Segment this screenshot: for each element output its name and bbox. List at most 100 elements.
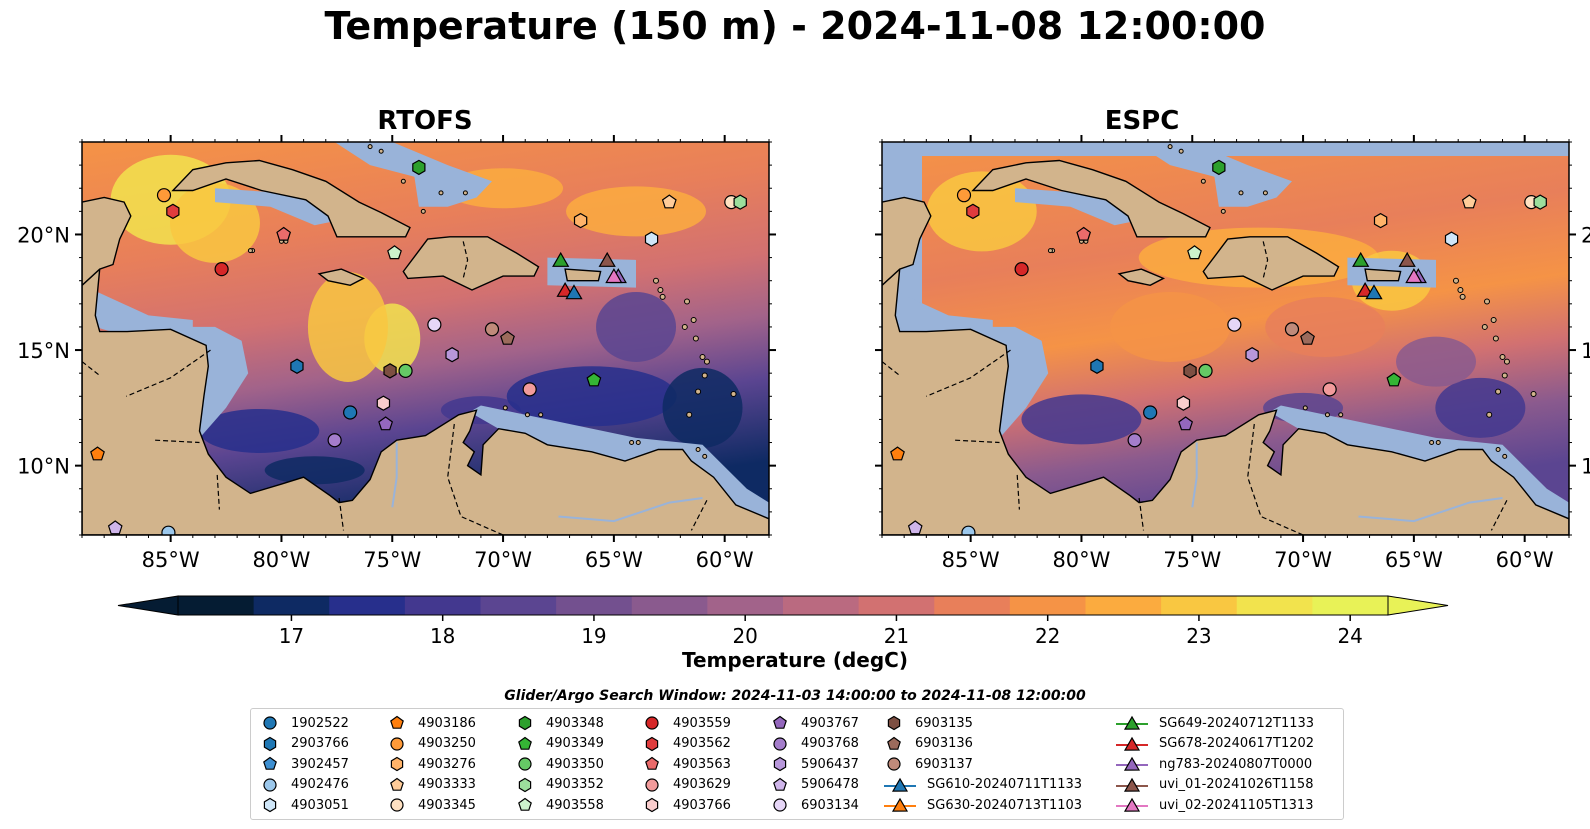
colorbar-segment [1009, 596, 1086, 615]
legend-label: 4903350 [546, 756, 604, 772]
panel-title-espc: ESPC [1104, 106, 1180, 136]
platform-marker [1183, 363, 1197, 379]
platform-marker [961, 525, 976, 535]
legend-label: 4903333 [418, 777, 476, 792]
legend-item: 4903250 [386, 734, 476, 754]
lat-tick-label: 20°N [1581, 223, 1590, 247]
legend-item: 4903562 [641, 734, 731, 754]
legend-marker-icon [645, 716, 659, 730]
platform-marker [556, 282, 574, 297]
figure-title: Temperature (150 m) - 2024-11-08 12:00:0… [324, 4, 1266, 48]
colorbar-segment [556, 596, 633, 615]
legend-marker-icon [645, 777, 659, 792]
legend-marker [773, 756, 787, 772]
platform-marker [327, 433, 342, 448]
lon-tick-label: 60°W [696, 548, 754, 572]
legend-item: 4903051 [259, 795, 349, 815]
land-jamaica [1117, 268, 1166, 287]
platform-marker [398, 363, 413, 378]
legend-marker [518, 797, 532, 811]
legend-item: 4903629 [641, 775, 731, 795]
colorbar-segment [480, 596, 557, 615]
legend-item: SG610-20240711T1133 [883, 775, 1082, 795]
platform-marker [1212, 159, 1226, 176]
legend-marker [390, 777, 404, 791]
legend-item: 4903333 [386, 775, 476, 795]
platform-marker [1373, 212, 1388, 229]
legend-marker [645, 756, 659, 770]
lat-tick-label: 15°N [17, 339, 70, 363]
legend-marker-icon [263, 736, 277, 751]
platform-marker [427, 317, 442, 332]
legend-label: 4903767 [801, 715, 859, 731]
legend-item: uvi_02-20241105T1313 [1115, 795, 1313, 815]
land-central [82, 267, 769, 535]
legend-label: 4903558 [546, 797, 604, 813]
legend-label: SG649-20240712T1133 [1159, 715, 1315, 731]
colorbar-tick-label: 17 [279, 624, 304, 648]
legend-marker-icon [887, 736, 901, 750]
legend-label: SG610-20240711T1133 [927, 777, 1083, 792]
legend-item: 4903348 [514, 713, 604, 733]
legend-label: 6903137 [915, 756, 973, 772]
colorbar-segment [404, 596, 481, 615]
legend-item: 4903276 [386, 754, 476, 774]
legend-item: 4903349 [514, 734, 604, 754]
platform-marker [1198, 363, 1213, 378]
legend-marker-icon [773, 715, 787, 729]
legend-marker-icon [773, 736, 787, 751]
legend-item: 2903766 [259, 734, 349, 754]
legend-marker-icon [887, 715, 901, 731]
land-hispaniola [402, 236, 540, 291]
legend-item: 4903767 [769, 713, 859, 733]
legend-label: uvi_01-20241026T1158 [1159, 777, 1314, 792]
legend-marker-icon [518, 715, 532, 731]
land-yucatan [82, 196, 132, 287]
legend-marker [887, 757, 901, 771]
land-puertorico [564, 268, 602, 282]
legend-marker [518, 736, 532, 750]
legend-marker [263, 777, 277, 792]
legend-marker-icon [263, 716, 277, 730]
platform-marker [661, 194, 677, 209]
platform-marker [1245, 347, 1259, 363]
platform-marker [290, 358, 304, 374]
legend-marker-icon [773, 777, 787, 791]
platform-marker [156, 188, 172, 203]
platform-marker [522, 382, 537, 397]
legend-label: 4902476 [291, 777, 349, 792]
legend-item: 5906437 [769, 754, 859, 774]
platform-marker [412, 159, 426, 176]
platform-marker [161, 525, 176, 535]
legend-marker [891, 777, 909, 792]
legend-label: 1902522 [291, 715, 349, 731]
search-window-text: Glider/Argo Search Window: 2024-11-03 14… [504, 688, 1086, 704]
platform-marker [1143, 405, 1158, 420]
legend-marker [518, 757, 532, 771]
legend-item: 4903766 [641, 795, 731, 815]
legend-marker-icon [263, 756, 277, 770]
colorbar-label: Temperature (degC) [682, 648, 908, 672]
legend-item: 6903136 [883, 734, 973, 754]
legend-label: 2903766 [291, 736, 349, 751]
platform-marker [565, 284, 583, 300]
platform-marker [1444, 231, 1459, 247]
legend-marker-icon [884, 777, 916, 792]
colorbar-segment [1085, 596, 1162, 615]
platform-marker [1284, 322, 1300, 337]
legend-item: 4903186 [386, 713, 476, 733]
platform-marker [1300, 330, 1315, 345]
land-central [882, 267, 1569, 535]
legend-label: ng783-20240807T0000 [1159, 756, 1313, 772]
lon-tick-label: 75°W [1163, 548, 1221, 572]
legend-item: 4902476 [259, 775, 349, 795]
legend-marker-icon [390, 756, 404, 772]
legend-marker-icon [518, 736, 532, 750]
platform-marker [1398, 251, 1416, 267]
legend-label: 4903559 [673, 715, 731, 731]
platform-marker [573, 212, 588, 229]
legend-label: 4903766 [673, 797, 731, 813]
legend-item: ng783-20240807T0000 [1115, 754, 1312, 774]
platform-marker [1178, 416, 1194, 431]
panel-title-rtofs: RTOFS [377, 106, 473, 136]
